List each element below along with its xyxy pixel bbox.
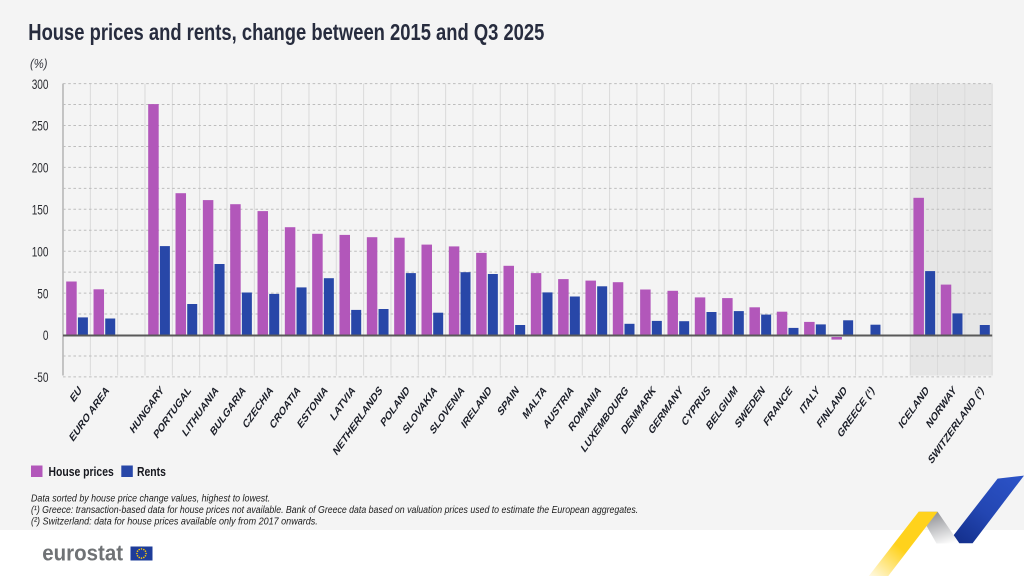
- svg-text:100: 100: [32, 244, 49, 260]
- svg-text:eurostat: eurostat: [42, 541, 123, 566]
- svg-text:(²) Switzerland: data for hous: (²) Switzerland: data for house prices a…: [31, 516, 318, 528]
- svg-text:200: 200: [32, 160, 49, 176]
- svg-text:Rents: Rents: [137, 465, 166, 479]
- svg-text:House prices: House prices: [49, 465, 115, 479]
- svg-text:0: 0: [43, 328, 49, 344]
- svg-text:(%): (%): [30, 56, 48, 71]
- svg-text:-50: -50: [34, 369, 49, 385]
- svg-text:50: 50: [37, 286, 48, 302]
- svg-text:(¹) Greece: transaction-based: (¹) Greece: transaction-based data for h…: [31, 504, 638, 516]
- svg-text:House prices and rents, change: House prices and rents, change between 2…: [28, 20, 544, 45]
- svg-text:150: 150: [32, 202, 49, 218]
- svg-text:300: 300: [32, 76, 49, 92]
- svg-text:Data sorted by house price cha: Data sorted by house price change values…: [31, 493, 270, 505]
- svg-text:250: 250: [32, 118, 49, 134]
